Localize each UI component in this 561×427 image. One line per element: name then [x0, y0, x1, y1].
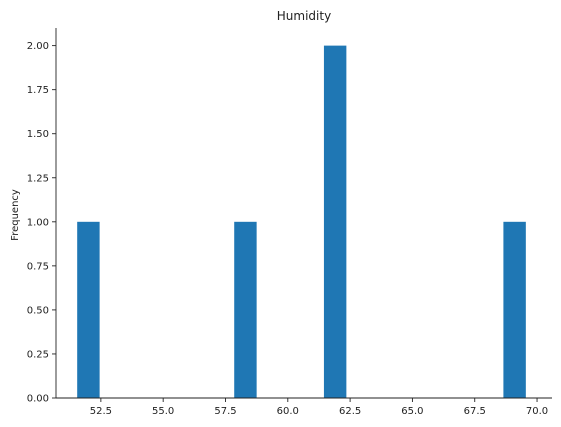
bars-group	[77, 45, 526, 399]
x-tick-label: 67.5	[464, 406, 486, 417]
y-tick-label: 2.00	[27, 41, 49, 52]
y-tick-label: 0.75	[27, 261, 49, 272]
y-tick-label: 0.25	[27, 349, 49, 360]
x-tick-label: 55.0	[152, 406, 174, 417]
y-tick-label: 1.50	[27, 129, 49, 140]
x-tick-label: 62.5	[339, 406, 361, 417]
histogram-bar-2	[234, 221, 257, 398]
x-tick-label: 65.0	[401, 406, 423, 417]
histogram-bar-1	[77, 221, 100, 398]
x-ticks-group: 52.5 55.0 57.5 60.0 62.5 65.0 67.5 70.0	[90, 398, 548, 417]
y-tick-label: 0.50	[27, 305, 49, 316]
x-tick-label: 60.0	[277, 406, 299, 417]
y-axis-label: Frequency	[10, 189, 21, 241]
histogram-bar-4	[503, 221, 526, 398]
x-tick-label: 70.0	[526, 406, 548, 417]
histogram-bar-3	[323, 45, 347, 399]
y-tick-label: 1.25	[27, 173, 49, 184]
y-ticks-group: 0.00 0.25 0.50 0.75 1.00 1.25 1.50 1.75 2.00	[27, 41, 56, 405]
y-tick-label: 0.00	[27, 394, 49, 405]
chart-title: Humidity	[277, 9, 331, 23]
y-tick-label: 1.00	[27, 217, 49, 228]
x-tick-label: 57.5	[214, 406, 236, 417]
y-tick-label: 1.75	[27, 85, 49, 96]
x-tick-label: 52.5	[90, 406, 112, 417]
